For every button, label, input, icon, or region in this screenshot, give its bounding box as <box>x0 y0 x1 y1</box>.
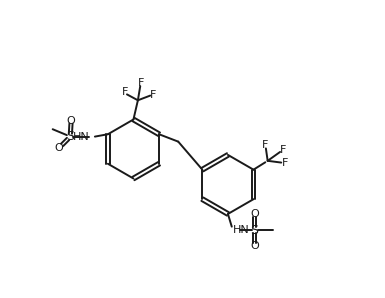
Text: O: O <box>67 116 75 126</box>
Text: F: F <box>138 78 144 88</box>
Text: F: F <box>121 87 128 97</box>
Text: F: F <box>281 158 288 168</box>
Text: O: O <box>55 143 64 153</box>
Text: S: S <box>66 130 74 143</box>
Text: O: O <box>250 209 259 219</box>
Text: F: F <box>150 90 156 100</box>
Text: HN: HN <box>73 132 90 142</box>
Text: F: F <box>280 145 286 155</box>
Text: HN: HN <box>233 225 250 235</box>
Text: S: S <box>251 224 258 237</box>
Text: F: F <box>262 140 268 150</box>
Text: O: O <box>250 241 259 252</box>
